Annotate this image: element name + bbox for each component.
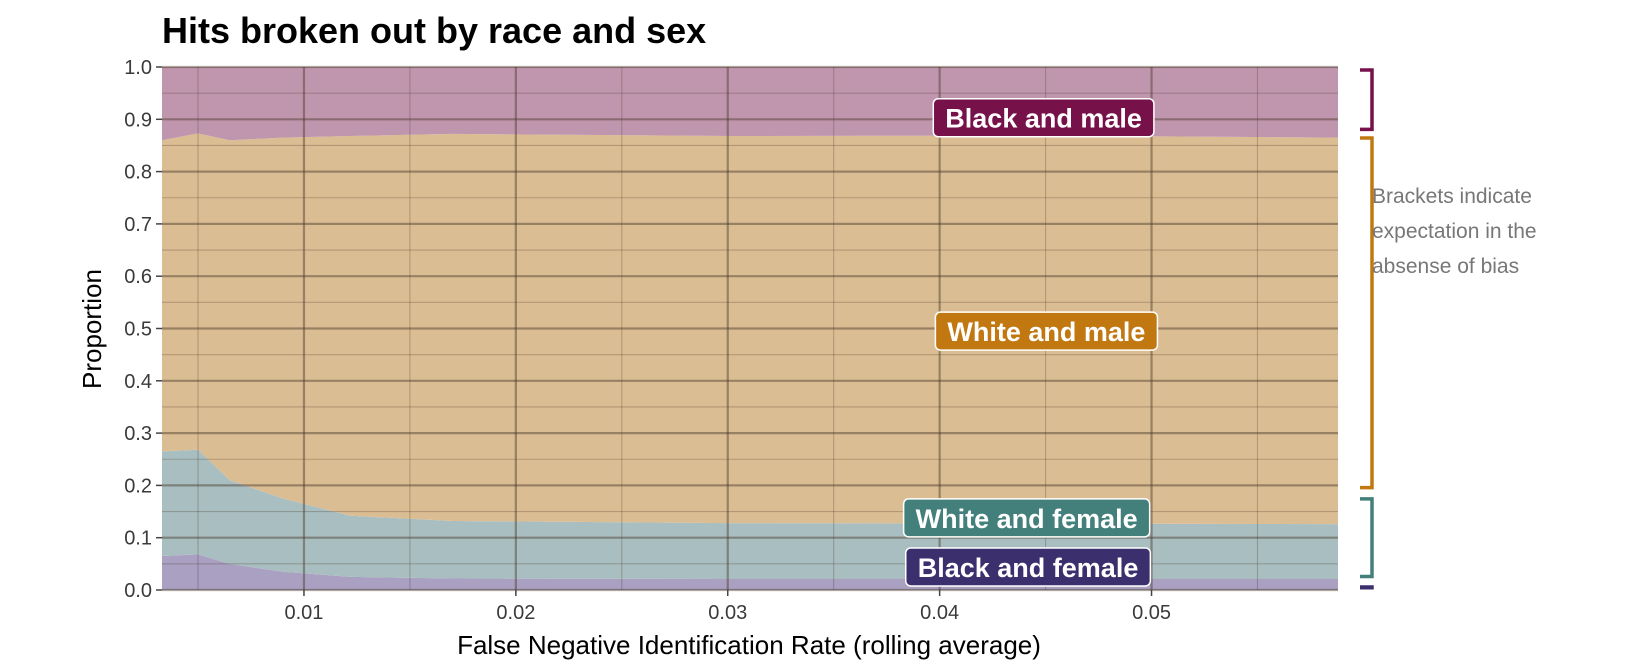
- label-text: White and female: [916, 504, 1138, 534]
- y-tick-label: 1.0: [124, 57, 152, 79]
- label-box: [934, 311, 1159, 351]
- expectation-brackets: [1360, 68, 1374, 590]
- chart-title: Hits broken out by race and sex: [162, 10, 706, 51]
- x-axis: 0.01 0.02 0.03 0.04 0.05: [284, 590, 1171, 624]
- y-tick-label: 0.6: [124, 266, 152, 288]
- label-box: [932, 97, 1155, 138]
- y-tick-label: 0.0: [124, 580, 152, 602]
- x-tick-label: 0.05: [1132, 602, 1171, 624]
- area-black-and-male: [162, 67, 1338, 141]
- label-text: Black and female: [918, 553, 1139, 583]
- x-tick-label: 0.01: [284, 602, 323, 624]
- x-tick-label: 0.04: [920, 602, 959, 624]
- y-tick-label: 0.5: [124, 319, 152, 341]
- area-white-and-male: [162, 133, 1338, 525]
- y-axis-title: Proportion: [77, 269, 107, 389]
- label-box: [902, 498, 1151, 538]
- y-tick-label: 0.1: [124, 528, 152, 550]
- label-white-and-male: White and male: [934, 311, 1159, 351]
- x-axis-title: False Negative Identification Rate (roll…: [457, 630, 1041, 660]
- area-white-and-female: [162, 449, 1338, 579]
- y-tick-label: 0.2: [124, 475, 152, 497]
- bracket-note: Brackets indicate expectation in the abs…: [1372, 185, 1542, 278]
- x-tick-label: 0.02: [496, 602, 535, 624]
- x-tick-label: 0.03: [708, 602, 747, 624]
- bracket-note-line-2: expectation in the: [1372, 220, 1537, 243]
- label-black-and-female: Black and female: [904, 547, 1152, 587]
- y-tick-label: 0.4: [124, 371, 152, 393]
- label-white-and-female: White and female: [902, 498, 1151, 538]
- label-text: White and male: [947, 317, 1145, 347]
- series-labels: Black and female White and female White an…: [902, 97, 1159, 587]
- y-tick-label: 0.8: [124, 162, 152, 184]
- gridlines: [162, 65, 1338, 592]
- bracket-black-and-female: [1360, 585, 1374, 590]
- y-tick-label: 0.9: [124, 109, 152, 131]
- label-black-and-male: Black and male: [932, 97, 1155, 138]
- y-tick-label: 0.3: [124, 423, 152, 445]
- label-box: [904, 547, 1152, 587]
- bracket-white-and-male: [1360, 136, 1374, 490]
- bracket-black-and-male: [1360, 68, 1374, 132]
- bracket-note-line-1: Brackets indicate: [1372, 185, 1532, 208]
- bracket-white-and-female: [1360, 497, 1374, 579]
- label-text: Black and male: [945, 104, 1142, 134]
- y-tick-label: 0.7: [124, 214, 152, 236]
- y-axis: 0.0 0.1 0.2 0.3 0.4 0.5 0.6 0.7 0.8 0.9 1.0: [124, 57, 162, 602]
- bracket-note-line-3: absense of bias: [1372, 255, 1519, 278]
